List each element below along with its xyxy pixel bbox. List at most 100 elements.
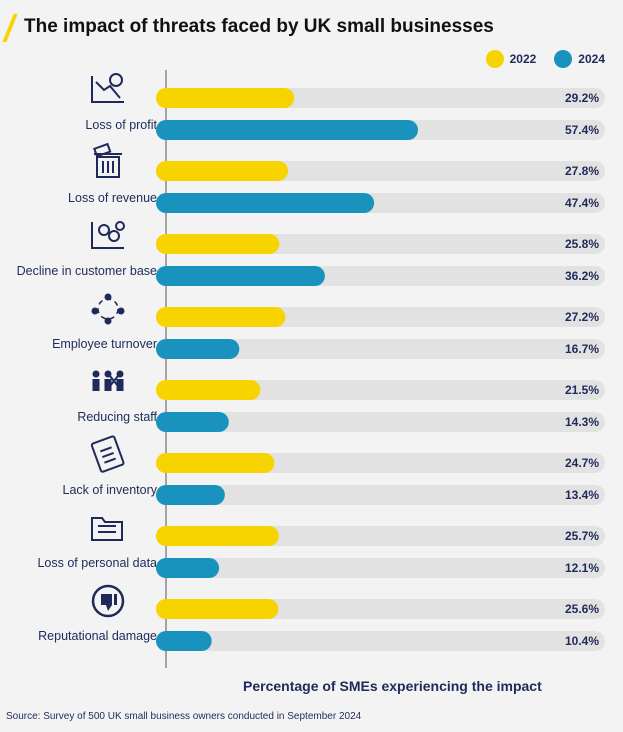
legend-swatch-2022 (485, 50, 504, 68)
icon-part (98, 224, 110, 236)
folder-documents-icon (91, 517, 123, 541)
icon-part (91, 517, 123, 541)
turnover-cycle-icon (91, 293, 125, 325)
category-label: Loss of personal data (37, 556, 157, 570)
bar-2024-base (166, 558, 176, 578)
bar-2022-base (166, 526, 176, 546)
icon-part (104, 379, 112, 391)
data-label: 21.5% (565, 383, 599, 397)
bar-track (156, 412, 605, 432)
bar-2022 (156, 599, 279, 619)
source-note: Source: Survey of 500 UK small business … (6, 711, 362, 722)
bar-2022-base (166, 380, 176, 400)
bar-2022-base (166, 161, 176, 181)
icon-part (98, 525, 116, 533)
category-label: Lack of inventory (63, 483, 158, 497)
icon-part (91, 584, 125, 618)
legend-swatch-2024 (554, 50, 573, 68)
bar-2024-base (166, 266, 176, 286)
data-label: 16.7% (565, 342, 599, 356)
bar-2022 (156, 526, 279, 546)
clipboard-list-icon (90, 435, 125, 473)
icon-part (104, 370, 112, 378)
data-label: 14.3% (565, 415, 599, 429)
bar-2024 (156, 266, 325, 286)
icon-part (116, 379, 124, 391)
category-label: Loss of revenue (68, 191, 157, 205)
category-label: Decline in customer base (17, 264, 157, 278)
data-label: 25.8% (565, 237, 599, 251)
data-label: 36.2% (565, 269, 599, 283)
bar-2022 (156, 88, 295, 108)
legend: 2022 2024 (485, 50, 605, 68)
data-label: 24.7% (565, 456, 599, 470)
bar-2022-base (166, 599, 176, 619)
bar-2022-base (166, 88, 176, 108)
icon-part (91, 222, 124, 249)
icon-part (108, 230, 120, 242)
falling-chart-icon (91, 73, 124, 103)
thumbs-down-icon (91, 584, 125, 618)
legend-label-2022: 2022 (509, 52, 537, 66)
icon-part (101, 594, 117, 611)
bar-track (156, 631, 605, 651)
trash-money-icon (93, 142, 122, 178)
data-label: 25.6% (565, 602, 599, 616)
icon-part (115, 221, 125, 231)
icon-part (117, 307, 125, 315)
bar-2022 (156, 234, 280, 254)
bar-2024 (156, 339, 240, 359)
icon-part (96, 156, 120, 178)
data-label: 27.2% (565, 310, 599, 324)
icon-part (93, 142, 112, 158)
data-label: 47.4% (565, 196, 599, 210)
bar-2024 (156, 120, 418, 140)
category-label: Loss of profit (85, 118, 157, 132)
icon-part (109, 375, 119, 387)
legend-item-2022: 2022 (485, 50, 537, 68)
data-label: 25.7% (565, 529, 599, 543)
icon-part (91, 307, 99, 315)
bar-chart: Loss of profit 29.2% 57.4% Loss of revenue 2… (17, 70, 605, 668)
icon-part (97, 298, 119, 320)
icon-part (94, 153, 122, 173)
icon-part (91, 76, 124, 103)
icon-part (95, 81, 121, 99)
bar-2022 (156, 453, 275, 473)
customers-decline-icon (91, 221, 125, 249)
bar-track (156, 380, 605, 400)
bar-2022 (156, 161, 289, 181)
data-label: 12.1% (565, 561, 599, 575)
data-label: 29.2% (565, 91, 599, 105)
category-label: Employee turnover (52, 337, 157, 351)
bar-2022-base (166, 307, 176, 327)
icon-part (90, 435, 125, 473)
bar-2022-base (166, 453, 176, 473)
staff-cut-icon (92, 370, 124, 391)
category-label: Reducing staff (77, 410, 157, 424)
bar-2024-base (166, 412, 176, 432)
bar-2022 (156, 307, 286, 327)
icon-part (116, 370, 124, 378)
bar-track (156, 339, 605, 359)
x-axis-label: Percentage of SMEs experiencing the impa… (243, 678, 542, 694)
chart-title: The impact of threats faced by UK small … (24, 16, 494, 37)
icon-part (99, 446, 117, 464)
legend-label-2024: 2024 (578, 52, 605, 66)
data-label: 13.4% (565, 488, 599, 502)
data-label: 27.8% (565, 164, 599, 178)
category-label: Reputational damage (38, 629, 157, 643)
bar-2024 (156, 631, 212, 651)
legend-item-2024: 2024 (554, 50, 605, 68)
bar-2024-base (166, 485, 176, 505)
bar-2024-base (166, 120, 176, 140)
bar-2024 (156, 193, 375, 213)
bar-track (156, 485, 605, 505)
bar-2024-base (166, 193, 176, 213)
title-accent (2, 14, 18, 42)
bar-2024-base (166, 339, 176, 359)
data-label: 57.4% (565, 123, 599, 137)
data-label: 10.4% (565, 634, 599, 648)
icon-part (92, 379, 100, 391)
bar-2024-base (166, 631, 176, 651)
